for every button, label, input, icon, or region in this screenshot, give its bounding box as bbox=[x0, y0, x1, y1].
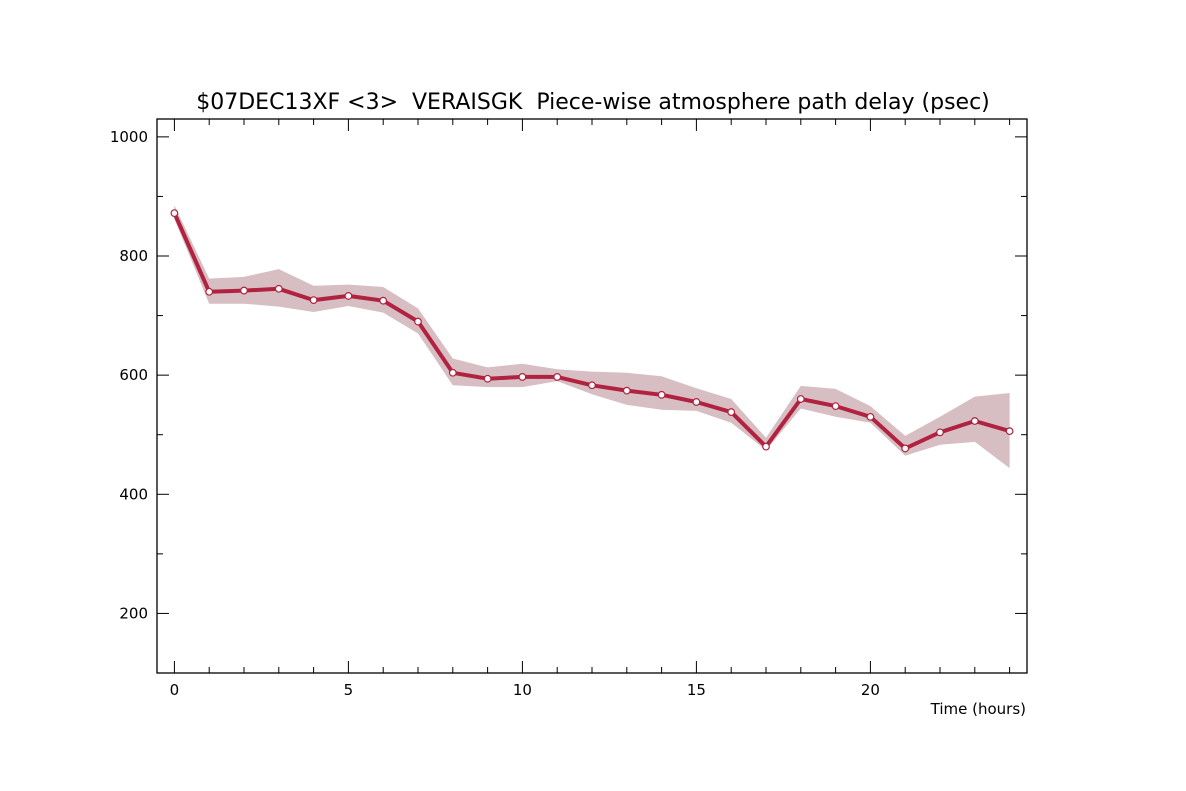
data-point bbox=[205, 287, 214, 296]
data-point bbox=[379, 296, 388, 305]
data-point bbox=[657, 390, 666, 399]
x-axis-label: Time (hours) bbox=[930, 700, 1026, 718]
data-point bbox=[274, 284, 283, 293]
data-point bbox=[692, 398, 701, 406]
data-point bbox=[344, 292, 353, 300]
data-point bbox=[901, 444, 910, 453]
tick-labels: 0 5 10 15 20 200 400 600 800 1000 bbox=[110, 128, 880, 699]
data-point bbox=[553, 373, 562, 381]
x-tick-label: 20 bbox=[861, 681, 880, 699]
data-point bbox=[414, 317, 422, 326]
data-point bbox=[727, 408, 736, 416]
x-tick-label: 15 bbox=[687, 681, 706, 699]
data-point bbox=[448, 368, 457, 377]
series-line bbox=[172, 212, 1011, 451]
data-point bbox=[762, 442, 770, 451]
x-tick-label: 0 bbox=[170, 681, 180, 699]
plot-frame bbox=[156, 118, 1028, 674]
data-point bbox=[518, 373, 527, 381]
data-point bbox=[170, 209, 179, 218]
data-point bbox=[309, 296, 318, 304]
data-markers bbox=[170, 209, 1014, 453]
y-tick-label: 600 bbox=[119, 366, 148, 384]
data-point bbox=[588, 381, 596, 390]
x-tick-label: 5 bbox=[344, 681, 354, 699]
chart-title: $07DEC13XF <3> VERAISGK Piece-wise atmos… bbox=[196, 90, 990, 115]
data-series bbox=[172, 212, 1011, 451]
data-point bbox=[1005, 427, 1014, 436]
y-tick-label: 800 bbox=[119, 247, 148, 265]
data-point bbox=[866, 412, 875, 421]
x-tick-label: 10 bbox=[513, 681, 532, 699]
y-tick-label: 200 bbox=[119, 604, 148, 622]
data-point bbox=[796, 395, 805, 403]
data-point bbox=[622, 386, 631, 395]
y-tick-label: 400 bbox=[119, 485, 148, 503]
data-point bbox=[970, 417, 979, 425]
y-tick-label: 1000 bbox=[110, 128, 148, 146]
data-point bbox=[936, 428, 944, 437]
axes bbox=[156, 118, 1028, 674]
data-point bbox=[240, 286, 248, 295]
data-point bbox=[483, 374, 492, 383]
data-point bbox=[831, 402, 840, 411]
